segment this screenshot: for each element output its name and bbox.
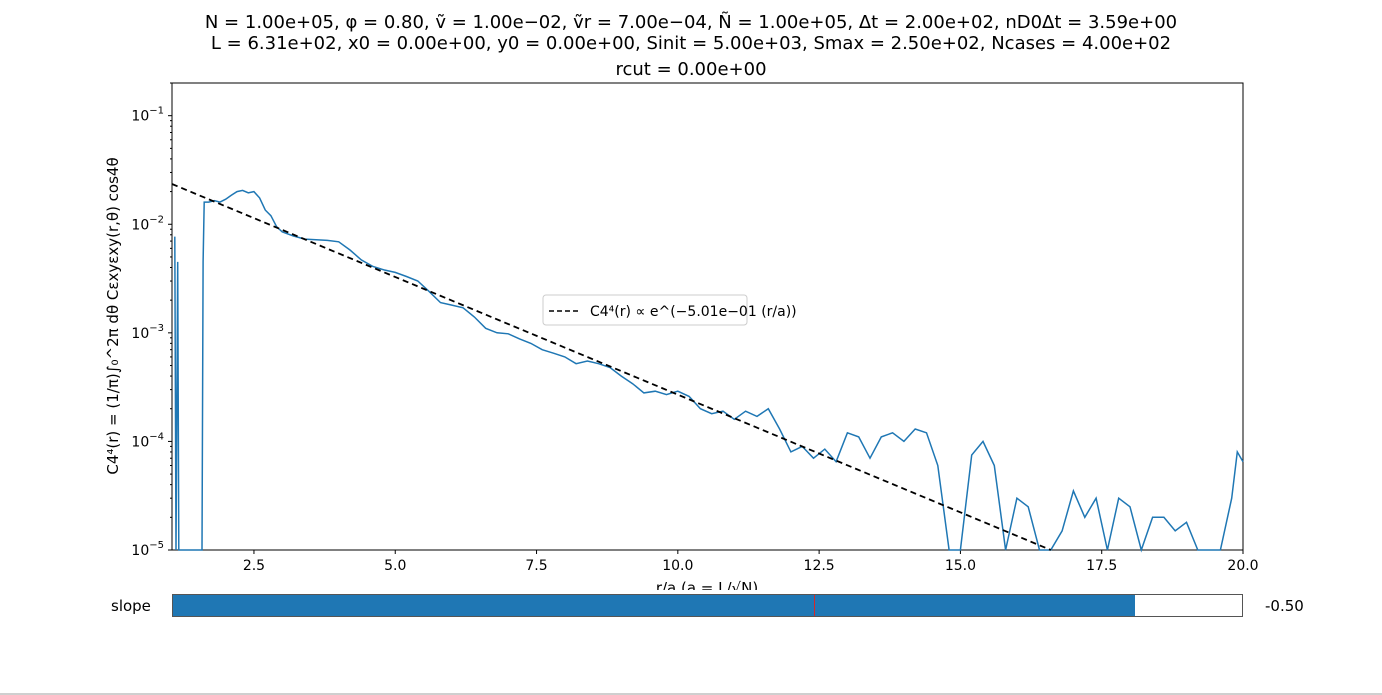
- slope-slider-label: slope: [111, 597, 151, 615]
- x-tick-label: 15.0: [945, 558, 976, 574]
- x-tick-label: 7.5: [525, 558, 547, 574]
- axes-frame: [171, 82, 1244, 551]
- window-bottom-border: [0, 693, 1382, 695]
- slope-slider-fill[interactable]: [173, 595, 1136, 616]
- x-tick-label: 20.0: [1227, 558, 1258, 574]
- y-tick-label: 10−4: [131, 431, 164, 450]
- chart-title-line-2: L = 6.31e+02, x0 = 0.00e+00, y0 = 0.00e+…: [210, 33, 1172, 54]
- legend: C4⁴(r) ∝ e^(−5.01e−01 (r/a)): [542, 294, 797, 326]
- c4-data-series: [174, 189, 1244, 553]
- y-axis: 10−1 10−2 10−3 10−4 10−5: [131, 82, 172, 559]
- y-tick-label: 10−5: [131, 540, 164, 559]
- x-tick-label: 10.0: [662, 558, 693, 574]
- x-tick-label: 2.5: [243, 558, 265, 574]
- slope-slider[interactable]: [172, 594, 1243, 617]
- y-tick-label: 10−3: [131, 323, 164, 342]
- x-tick-label: 17.5: [1086, 558, 1117, 574]
- y-axis-label: C4⁴(r) = (1/π)∫₀^2π dθ Cεxyεxy(r,θ) cos4…: [104, 157, 122, 474]
- x-axis: 2.5 5.0 7.5 10.0 12.5 15.0 17.5 20.0: [243, 550, 1259, 574]
- slope-slider-initial-marker: [814, 595, 816, 616]
- chart-canvas: 2.5 5.0 7.5 10.0 12.5 15.0 17.5 20.0 10−110−210…: [104, 82, 1259, 590]
- x-tick-label: 12.5: [804, 558, 835, 574]
- x-axis-label: r/a (a = L/√N): [656, 579, 758, 590]
- y-tick-label: 10−2: [131, 214, 164, 233]
- fit-line-series: [171, 183, 1052, 551]
- slope-slider-value: -0.50: [1265, 597, 1304, 615]
- legend-label: C4⁴(r) ∝ e^(−5.01e−01 (r/a)): [590, 304, 797, 320]
- chart-title-line-3: rcut = 0.00e+00: [615, 59, 767, 80]
- x-tick-label: 5.0: [384, 558, 406, 574]
- y-tick-label: 10−1: [131, 106, 164, 125]
- plot-area: [171, 183, 1244, 553]
- chart-title-line-1: N = 1.00e+05, φ = 0.80, ṽ = 1.00e−02, ṽr…: [204, 12, 1178, 33]
- legend-box: [542, 294, 748, 326]
